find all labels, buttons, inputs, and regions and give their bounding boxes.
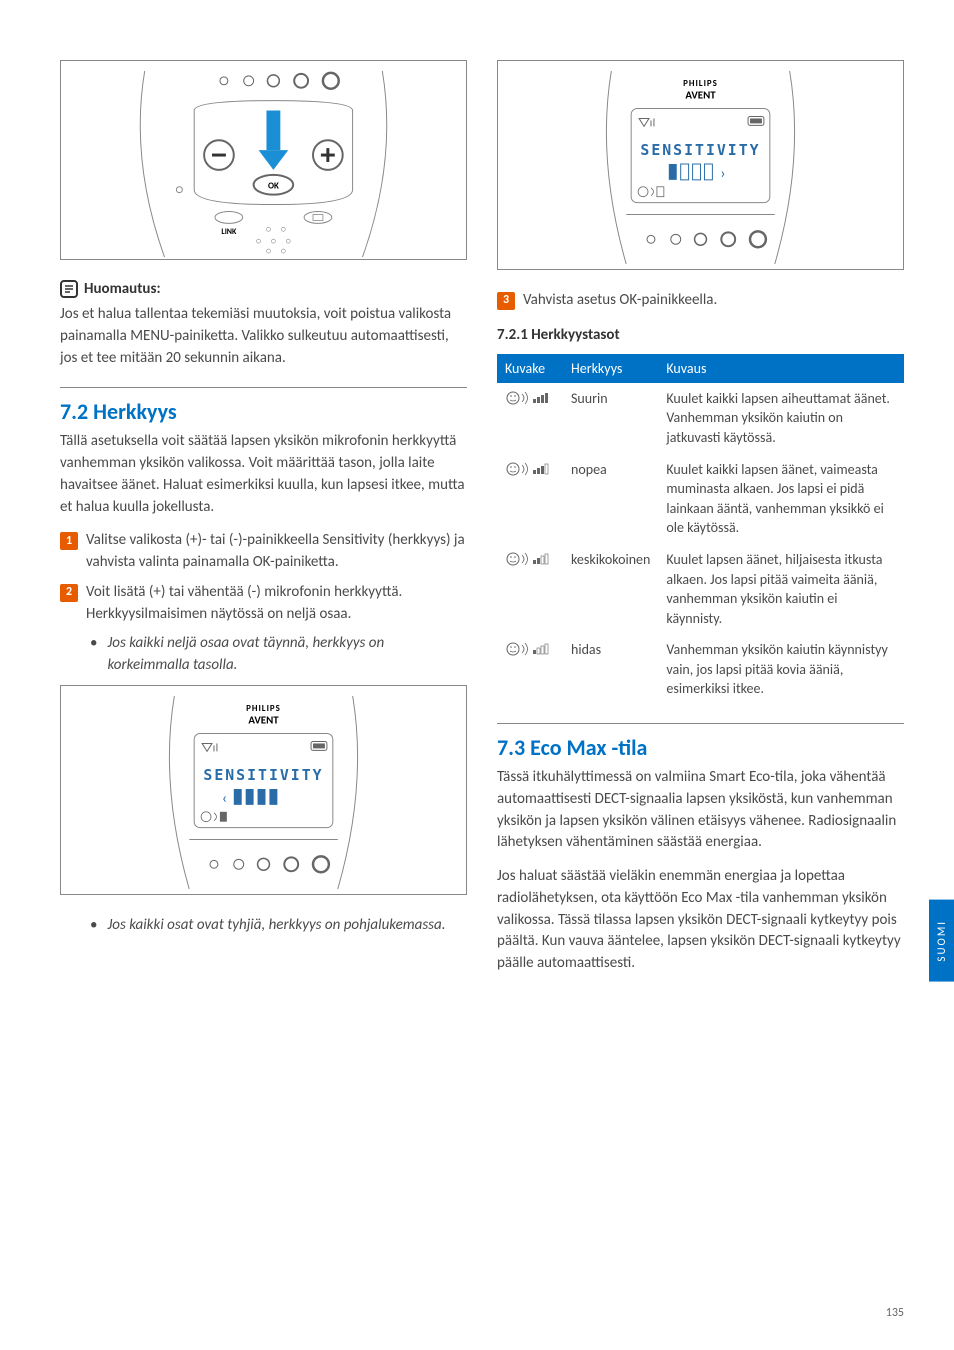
svg-text:LINK: LINK <box>221 227 237 237</box>
right-column: PHILIPS AVENT SENSITIVITY › <box>497 60 904 987</box>
sensitivity-screen-right: PHILIPS AVENT SENSITIVITY › <box>497 60 904 270</box>
svg-text:‹: ‹ <box>222 789 227 808</box>
svg-text:PHILIPS: PHILIPS <box>246 704 281 714</box>
table-row: keskikokoinenKuulet lapsen äänet, hiljai… <box>497 544 904 634</box>
device-controls-illustration: OK LINK <box>60 60 467 260</box>
note-icon <box>60 280 78 298</box>
sensitivity-icon-cell <box>497 383 563 454</box>
note-label: Huomautus: <box>60 280 467 298</box>
sensitivity-screen-left: PHILIPS AVENT SENSITIVITY ‹ <box>60 685 467 895</box>
sensitivity-desc-cell: Kuulet kaikki lapsen aiheuttamat äänet. … <box>658 383 904 454</box>
sensitivity-icon-cell <box>497 634 563 705</box>
step-number-3: 3 <box>497 292 515 310</box>
th-level: Herkkyys <box>563 354 658 383</box>
svg-text:PHILIPS: PHILIPS <box>683 79 718 89</box>
sensitivity-level-cell: Suurin <box>563 383 658 454</box>
left-column: OK LINK <box>60 60 467 987</box>
svg-text:›: › <box>720 164 725 183</box>
bullet-icon: • <box>90 915 97 937</box>
note-body: Jos et halua tallentaa tekemiäsi muutoks… <box>60 304 467 369</box>
svg-text:AVENT: AVENT <box>248 713 279 726</box>
sensitivity-icon-cell <box>497 454 563 544</box>
section-72-body: Tällä asetuksella voit säätää lapsen yks… <box>60 431 467 518</box>
sensitivity-desc-cell: Vanhemman yksikön kaiutin käynnistyy vai… <box>658 634 904 705</box>
sensitivity-desc-cell: Kuulet kaikki lapsen äänet, vaimeasta mu… <box>658 454 904 544</box>
note-title: Huomautus: <box>84 280 161 298</box>
sensitivity-desc-cell: Kuulet lapsen äänet, hiljaisesta itkusta… <box>658 544 904 634</box>
bullet-1-text: Jos kaikki neljä osaa ovat täynnä, herkk… <box>107 633 467 677</box>
bullet-1: • Jos kaikki neljä osaa ovat täynnä, her… <box>90 633 467 677</box>
table-row: nopeaKuulet kaikki lapsen äänet, vaimeas… <box>497 454 904 544</box>
section-72-heading: 7.2 Herkkyys <box>60 387 467 425</box>
sensitivity-icon-cell <box>497 544 563 634</box>
svg-text:AVENT: AVENT <box>685 89 716 102</box>
sensitivity-level-cell: hidas <box>563 634 658 705</box>
sensitivity-level-cell: nopea <box>563 454 658 544</box>
step-number-2: 2 <box>60 584 78 602</box>
th-icon: Kuvake <box>497 354 563 383</box>
section-73-body2: Jos haluat säästää vieläkin enemmän ener… <box>497 866 904 975</box>
subsection-721-heading: 7.2.1 Herkkyystasot <box>497 326 904 344</box>
step-2-text: Voit lisätä (+) tai vähentää (-) mikrofo… <box>86 582 467 626</box>
sensitivity-levels-table: Kuvake Herkkyys Kuvaus SuurinKuulet kaik… <box>497 354 904 705</box>
page-number: 135 <box>886 1306 904 1320</box>
svg-text:SENSITIVITY: SENSITIVITY <box>203 766 323 784</box>
ok-label: OK <box>268 182 279 192</box>
step-1: 1 Valitse valikosta (+)- tai (-)-painikk… <box>60 530 467 574</box>
step-number-1: 1 <box>60 532 78 550</box>
section-73-heading: 7.3 Eco Max -tila <box>497 723 904 761</box>
step-3-text: Vahvista asetus OK-painikkeella. <box>523 290 717 312</box>
svg-text:SENSITIVITY: SENSITIVITY <box>640 141 760 159</box>
step-1-text: Valitse valikosta (+)- tai (-)-painikkee… <box>86 530 467 574</box>
bullet-icon: • <box>90 633 97 677</box>
table-row: hidasVanhemman yksikön kaiutin käynnisty… <box>497 634 904 705</box>
bullet-2-text: Jos kaikki osat ovat tyhjiä, herkkyys on… <box>107 915 445 937</box>
language-tab: SUOMI <box>929 900 954 982</box>
step-3: 3 Vahvista asetus OK-painikkeella. <box>497 290 904 312</box>
section-73-body1: Tässä itkuhälyttimessä on valmiina Smart… <box>497 767 904 854</box>
bullet-2: • Jos kaikki osat ovat tyhjiä, herkkyys … <box>90 915 467 937</box>
step-2: 2 Voit lisätä (+) tai vähentää (-) mikro… <box>60 582 467 626</box>
sensitivity-level-cell: keskikokoinen <box>563 544 658 634</box>
table-row: SuurinKuulet kaikki lapsen aiheuttamat ä… <box>497 383 904 454</box>
th-desc: Kuvaus <box>658 354 904 383</box>
